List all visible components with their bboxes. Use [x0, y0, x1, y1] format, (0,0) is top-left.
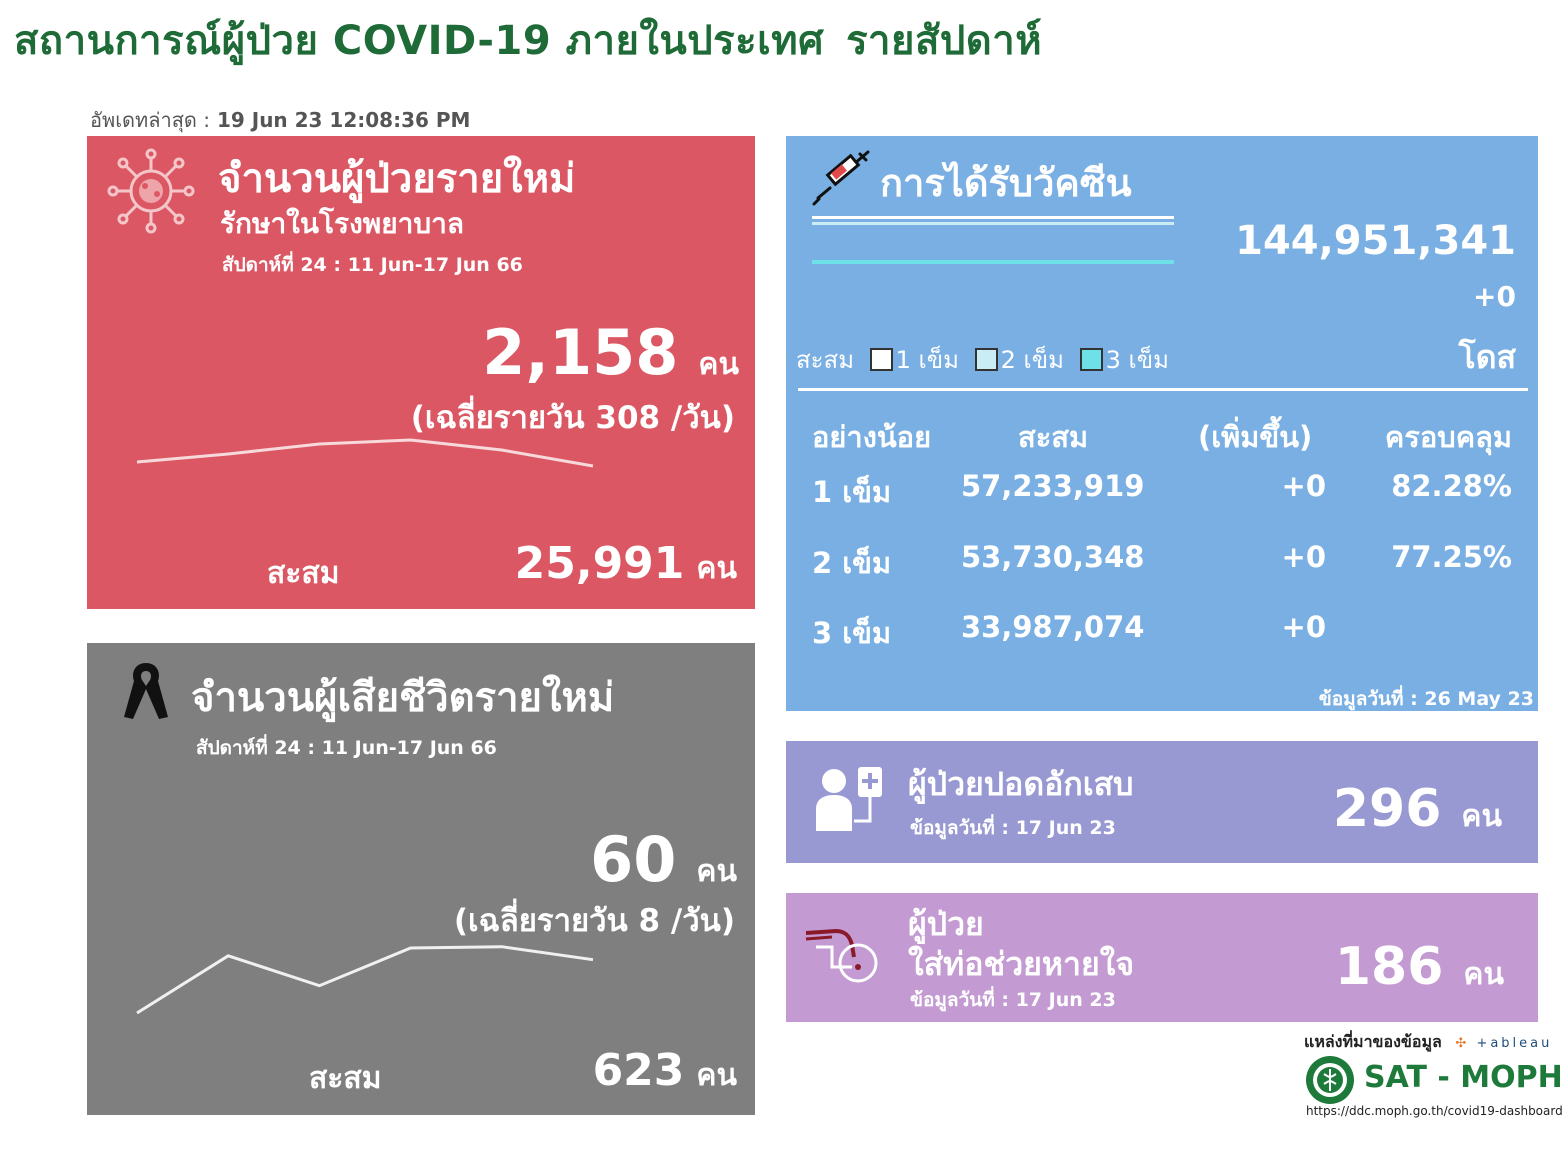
row2-dose: 2 เข็ม [812, 546, 892, 580]
ventilator-title-line2: ใส่ท่อช่วยหายใจ [908, 945, 1135, 983]
last-updated-value: 19 Jun 23 12:08:36 PM [216, 108, 471, 132]
legend-swatch-dose2 [974, 348, 998, 371]
col-header-increase: (เพิ่มขึ้น) [1198, 420, 1313, 454]
last-updated-label: อัพเดทล่าสุด : [90, 108, 210, 132]
pneumonia-panel: ผู้ป่วยปอดอักเสบ ข้อมูลวันที่ : 17 Jun 2… [786, 741, 1538, 863]
row3-increase: +0 [1281, 610, 1326, 644]
col-header-coverage: ครอบคลุม [1384, 420, 1512, 454]
new-cases-value-row: 2,158 คน [482, 316, 739, 389]
new-cases-title: จำนวนผู้ป่วยรายใหม่ [218, 156, 576, 202]
pneumonia-unit: คน [1461, 799, 1502, 834]
vaccination-title: การได้รับวัคซีน [880, 161, 1132, 205]
tableau-logo: ✣ +ableau [1455, 1036, 1552, 1051]
data-source-label: แหล่งที่มาของข้อมูล [1304, 1032, 1442, 1051]
vaccination-dose-unit: โดส [1458, 338, 1517, 376]
pneumonia-title: ผู้ป่วยปอดอักเสบ [908, 765, 1134, 803]
new-cases-trend-chart [136, 438, 594, 468]
new-cases-cumulative-label: สะสม [267, 556, 340, 591]
new-deaths-unit: คน [696, 854, 737, 889]
ventilator-panel: ผู้ป่วย ใส่ท่อช่วยหายใจ ข้อมูลวันที่ : 1… [786, 893, 1538, 1022]
tableau-logo-text: +ableau [1476, 1036, 1553, 1051]
ventilator-value: 186 [1334, 937, 1444, 997]
new-cases-week: สัปดาห์ที่ 24 : 11 Jun-17 Jun 66 [222, 254, 523, 276]
legend-bar-dose2 [812, 222, 1174, 225]
patient-icon [816, 767, 882, 831]
new-cases-cumulative-unit: คน [696, 551, 737, 586]
row3-dose: 3 เข็ม [812, 616, 892, 650]
legend-dose2-label: 2 เข็ม [1000, 346, 1064, 374]
new-cases-cumulative-value: 25,991 [514, 538, 685, 589]
new-cases-unit: คน [698, 347, 739, 382]
new-cases-panel: จำนวนผู้ป่วยรายใหม่ รักษาในโรงพยาบาล สัป… [87, 136, 755, 609]
legend-swatch-dose3 [1079, 348, 1103, 371]
legend-dose1-label: 1 เข็ม [895, 346, 959, 374]
ventilator-data-date: ข้อมูลวันที่ : 17 Jun 23 [910, 989, 1116, 1011]
new-deaths-cumulative-unit: คน [696, 1058, 737, 1093]
new-deaths-cumulative-row: 623 คน [593, 1045, 737, 1099]
new-cases-value: 2,158 [482, 316, 679, 389]
legend-swatch-dose1 [869, 348, 893, 371]
new-deaths-cumulative-label: สะสม [309, 1061, 382, 1096]
ventilator-icon [805, 928, 878, 983]
row1-dose: 1 เข็ม [812, 475, 892, 509]
pneumonia-value-row: 296 คน [1333, 779, 1502, 840]
vaccination-divider [798, 388, 1528, 391]
page-title: สถานการณ์ผู้ป่วย COVID-19 ภายในประเทศ ราย… [14, 8, 1042, 72]
last-updated: อัพเดทล่าสุด : 19 Jun 23 12:08:36 PM [90, 104, 470, 136]
new-deaths-trend-line [136, 945, 594, 1015]
moph-seal-icon [1306, 1056, 1354, 1104]
dose-legend: สะสม 1 เข็ม 2 เข็ม 3 เข็ม [796, 340, 1169, 379]
col-header-dose: อย่างน้อย [812, 420, 932, 454]
ventilator-unit: คน [1463, 957, 1504, 992]
pneumonia-data-date: ข้อมูลวันที่ : 17 Jun 23 [910, 817, 1116, 839]
legend-dose3-label: 3 เข็ม [1105, 346, 1169, 374]
new-deaths-week: สัปดาห์ที่ 24 : 11 Jun-17 Jun 66 [196, 737, 497, 759]
new-deaths-title: จำนวนผู้เสียชีวิตรายใหม่ [191, 675, 615, 721]
row1-increase: +0 [1281, 469, 1326, 503]
row1-coverage: 82.28% [1391, 469, 1512, 503]
legend-bar-dose1 [812, 216, 1174, 219]
row2-cumulative: 53,730,348 [961, 540, 1145, 574]
virus-icon [107, 148, 195, 234]
vaccination-total-increase: +0 [1473, 280, 1516, 313]
legend-bar-dose3 [812, 260, 1174, 264]
new-cases-cumulative-row: 25,991 คน [515, 538, 737, 592]
new-deaths-value: 60 [590, 823, 677, 896]
ventilator-value-row: 186 คน [1335, 937, 1504, 998]
vaccination-total: 144,951,341 [1235, 218, 1516, 264]
new-deaths-cumulative-value: 623 [592, 1045, 685, 1096]
pneumonia-value: 296 [1332, 779, 1442, 839]
dose-legend-label: สะสม [796, 346, 855, 374]
source-url[interactable]: https://ddc.moph.go.th/covid19-dashboard [1306, 1104, 1563, 1118]
row1-cumulative: 57,233,919 [961, 469, 1145, 503]
col-header-cumulative: สะสม [1018, 420, 1089, 454]
row2-coverage: 77.25% [1391, 540, 1512, 574]
tableau-logo-icon: ✣ [1455, 1036, 1470, 1051]
new-deaths-value-row: 60 คน [590, 823, 737, 896]
row2-increase: +0 [1281, 540, 1326, 574]
ribbon-icon [124, 663, 168, 719]
new-deaths-average: (เฉลี่ยรายวัน 8 /วัน) [453, 903, 735, 939]
new-cases-subtitle: รักษาในโรงพยาบาล [220, 207, 464, 240]
row3-cumulative: 33,987,074 [961, 610, 1145, 644]
org-name: SAT - MOPH [1364, 1060, 1563, 1095]
new-deaths-trend-chart [136, 945, 594, 1015]
new-deaths-panel: จำนวนผู้เสียชีวิตรายใหม่ สัปดาห์ที่ 24 :… [87, 643, 755, 1115]
ventilator-title-line1: ผู้ป่วย [908, 905, 984, 943]
vaccination-data-date: ข้อมูลวันที่ : 26 May 23 [1318, 688, 1534, 710]
page-title-text: สถานการณ์ผู้ป่วย COVID-19 ภายในประเทศ [14, 18, 825, 64]
syringe-icon [812, 150, 870, 206]
page-title-weekly: รายสัปดาห์ [846, 18, 1043, 64]
vaccination-panel: การได้รับวัคซีน 144,951,341 +0 โดส สะสม … [786, 136, 1538, 711]
new-cases-average: (เฉลี่ยรายวัน 308 /วัน) [410, 400, 735, 436]
new-cases-trend-line [136, 438, 594, 468]
data-source: แหล่งที่มาของข้อมูล ✣ +ableau [1304, 1030, 1552, 1055]
